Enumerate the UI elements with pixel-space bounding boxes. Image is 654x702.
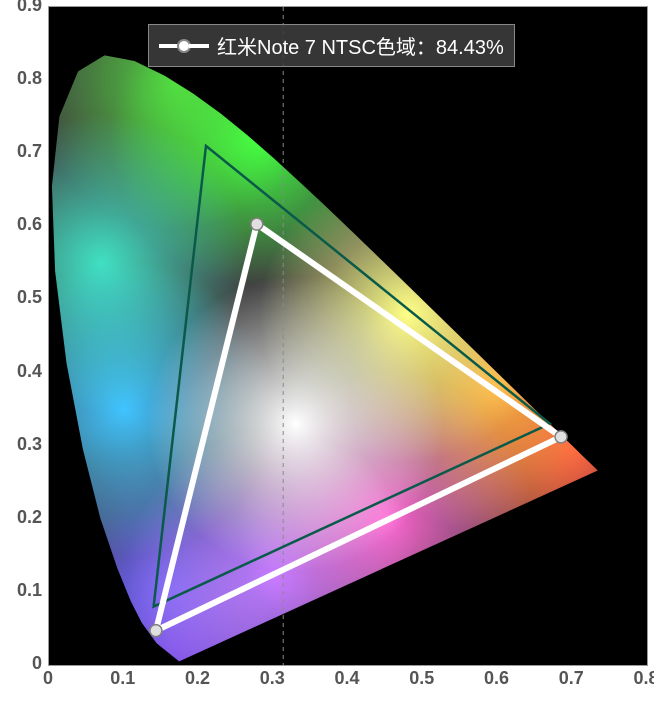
- chromaticity-horseshoe: [49, 7, 647, 665]
- x-tick-label: 0.7: [556, 668, 586, 689]
- plot-area: [48, 6, 648, 666]
- y-tick-label: 0.8: [6, 68, 42, 89]
- x-tick-label: 0.8: [631, 668, 654, 689]
- x-tick-label: 0.3: [257, 668, 287, 689]
- y-tick-label: 0.7: [6, 141, 42, 162]
- y-tick-label: 0.5: [6, 287, 42, 308]
- y-tick-label: 0.3: [6, 434, 42, 455]
- legend-line-icon: [189, 44, 209, 48]
- y-tick-label: 0: [6, 653, 42, 674]
- chromaticity-chart: 00.10.20.30.40.50.60.70.8 00.10.20.30.40…: [0, 0, 654, 702]
- plot-svg: [49, 7, 647, 665]
- legend-sample: [159, 39, 209, 53]
- y-tick-label: 0.4: [6, 361, 42, 382]
- y-tick-label: 0.9: [6, 0, 42, 16]
- x-tick-label: 0.4: [332, 668, 362, 689]
- x-tick-label: 0.6: [482, 668, 512, 689]
- y-tick-label: 0.6: [6, 214, 42, 235]
- legend-text: 红米Note 7 NTSC色域：84.43%: [217, 31, 504, 60]
- x-tick-label: 0.1: [108, 668, 138, 689]
- legend: 红米Note 7 NTSC色域：84.43%: [148, 24, 515, 67]
- x-tick-label: 0.5: [407, 668, 437, 689]
- x-tick-label: 0.2: [183, 668, 213, 689]
- y-tick-label: 0.1: [6, 580, 42, 601]
- legend-line-icon: [159, 44, 179, 48]
- y-tick-label: 0.2: [6, 507, 42, 528]
